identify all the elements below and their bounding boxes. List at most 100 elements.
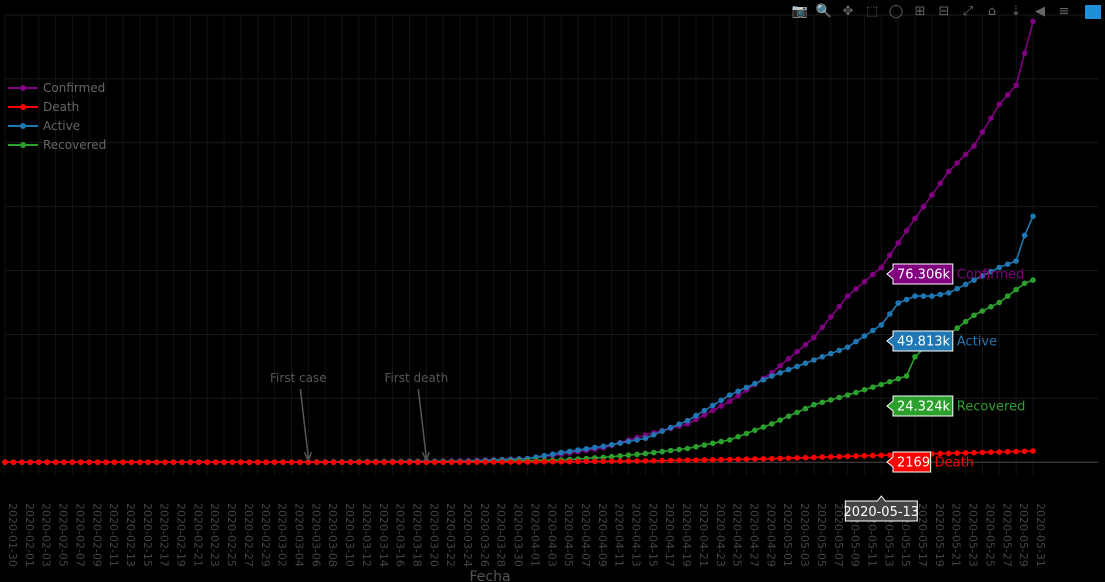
data-point-recovered[interactable] <box>743 430 750 437</box>
data-point-recovered[interactable] <box>1013 286 1019 293</box>
data-point-death[interactable] <box>1013 448 1019 455</box>
zoom-in-icon[interactable]: ⊞ <box>914 4 926 19</box>
data-point-death[interactable] <box>945 450 952 457</box>
data-point-death[interactable] <box>558 458 564 465</box>
data-point-recovered[interactable] <box>988 304 994 310</box>
data-point-recovered[interactable] <box>785 413 792 420</box>
legend-item-confirmed[interactable]: Confirmed <box>8 78 106 97</box>
box-select-icon[interactable]: ⬚ <box>865 4 879 19</box>
data-point-confirmed[interactable] <box>726 398 733 405</box>
data-point-death[interactable] <box>844 453 851 460</box>
data-point-recovered[interactable] <box>971 312 977 319</box>
data-point-death[interactable] <box>634 458 640 464</box>
data-point-death[interactable] <box>971 449 977 456</box>
data-point-death[interactable] <box>575 458 581 465</box>
data-point-recovered[interactable] <box>878 381 885 388</box>
data-point-recovered[interactable] <box>701 442 708 448</box>
data-point-active[interactable] <box>777 370 783 376</box>
data-point-death[interactable] <box>533 459 539 465</box>
data-point-active[interactable] <box>583 446 590 452</box>
data-point-death[interactable] <box>128 459 135 466</box>
data-point-death[interactable] <box>836 453 842 460</box>
hover-closest-icon[interactable]: ◀ <box>1035 4 1045 19</box>
data-point-active[interactable] <box>592 444 598 451</box>
data-point-death[interactable] <box>94 459 101 466</box>
data-point-active[interactable] <box>608 441 615 448</box>
data-point-death[interactable] <box>305 459 312 466</box>
data-point-active[interactable] <box>549 451 556 458</box>
data-point-death[interactable] <box>785 455 792 462</box>
data-point-recovered[interactable] <box>962 318 969 325</box>
data-point-active[interactable] <box>836 347 842 354</box>
data-point-active[interactable] <box>642 435 649 442</box>
data-point-active[interactable] <box>828 350 834 357</box>
data-point-death[interactable] <box>246 459 253 466</box>
data-point-confirmed[interactable] <box>718 403 724 409</box>
data-point-death[interactable] <box>617 458 623 465</box>
data-point-death[interactable] <box>887 452 893 458</box>
data-point-death[interactable] <box>1021 448 1028 455</box>
data-point-active[interactable] <box>887 311 893 317</box>
data-point-active[interactable] <box>634 437 640 443</box>
lasso-icon[interactable]: ◯ <box>888 4 904 19</box>
zoom-out-icon[interactable]: ⊟ <box>938 4 950 19</box>
data-point-death[interactable] <box>499 459 505 465</box>
data-point-confirmed[interactable] <box>1030 18 1036 25</box>
data-point-death[interactable] <box>330 459 337 466</box>
data-point-death[interactable] <box>448 459 455 465</box>
data-point-confirmed[interactable] <box>777 363 783 369</box>
data-point-death[interactable] <box>162 459 168 466</box>
data-point-death[interactable] <box>187 459 194 466</box>
data-point-death[interactable] <box>2 459 8 466</box>
data-point-active[interactable] <box>701 407 708 414</box>
data-point-death[interactable] <box>120 459 126 466</box>
data-point-death[interactable] <box>322 459 329 466</box>
data-point-active[interactable] <box>1004 261 1011 268</box>
data-point-death[interactable] <box>718 456 724 463</box>
data-point-death[interactable] <box>27 459 34 466</box>
data-point-confirmed[interactable] <box>735 393 741 399</box>
data-point-death[interactable] <box>861 453 868 459</box>
data-point-active[interactable] <box>954 285 960 292</box>
data-point-death[interactable] <box>608 458 615 465</box>
data-point-death[interactable] <box>1030 448 1036 454</box>
spike-lines-icon[interactable]: ⇣ <box>1010 4 1022 19</box>
data-point-active[interactable] <box>802 360 809 367</box>
data-point-active[interactable] <box>844 344 851 351</box>
data-point-active[interactable] <box>735 388 741 395</box>
data-point-death[interactable] <box>979 449 986 456</box>
data-point-active[interactable] <box>541 452 548 459</box>
data-point-recovered[interactable] <box>903 373 910 379</box>
data-point-death[interactable] <box>204 459 210 466</box>
data-point-recovered[interactable] <box>634 451 640 458</box>
data-point-active[interactable] <box>625 438 632 445</box>
data-point-active[interactable] <box>1021 232 1028 239</box>
data-point-active[interactable] <box>659 428 665 435</box>
data-point-death[interactable] <box>280 459 286 466</box>
data-point-death[interactable] <box>878 452 885 459</box>
hover-compare-icon[interactable]: ≡ <box>1058 4 1070 19</box>
data-point-active[interactable] <box>903 296 910 303</box>
data-point-recovered[interactable] <box>769 421 775 427</box>
data-point-confirmed[interactable] <box>785 355 792 362</box>
data-point-active[interactable] <box>785 366 792 373</box>
data-point-active[interactable] <box>726 392 733 398</box>
data-point-death[interactable] <box>288 459 295 466</box>
data-point-confirmed[interactable] <box>945 168 952 175</box>
data-point-confirmed[interactable] <box>988 115 994 122</box>
data-point-death[interactable] <box>78 459 84 466</box>
data-point-active[interactable] <box>566 448 573 455</box>
legend-item-active[interactable]: Active <box>8 116 106 135</box>
data-point-death[interactable] <box>271 459 278 466</box>
data-point-death[interactable] <box>482 459 489 465</box>
data-point-active[interactable] <box>710 402 716 409</box>
data-point-active[interactable] <box>979 273 986 279</box>
data-point-active[interactable] <box>651 432 657 438</box>
data-point-death[interactable] <box>457 459 463 465</box>
data-point-active[interactable] <box>996 264 1003 271</box>
data-point-active[interactable] <box>575 447 581 453</box>
data-point-recovered[interactable] <box>642 450 649 457</box>
data-point-death[interactable] <box>937 450 944 457</box>
data-point-death[interactable] <box>802 454 809 461</box>
